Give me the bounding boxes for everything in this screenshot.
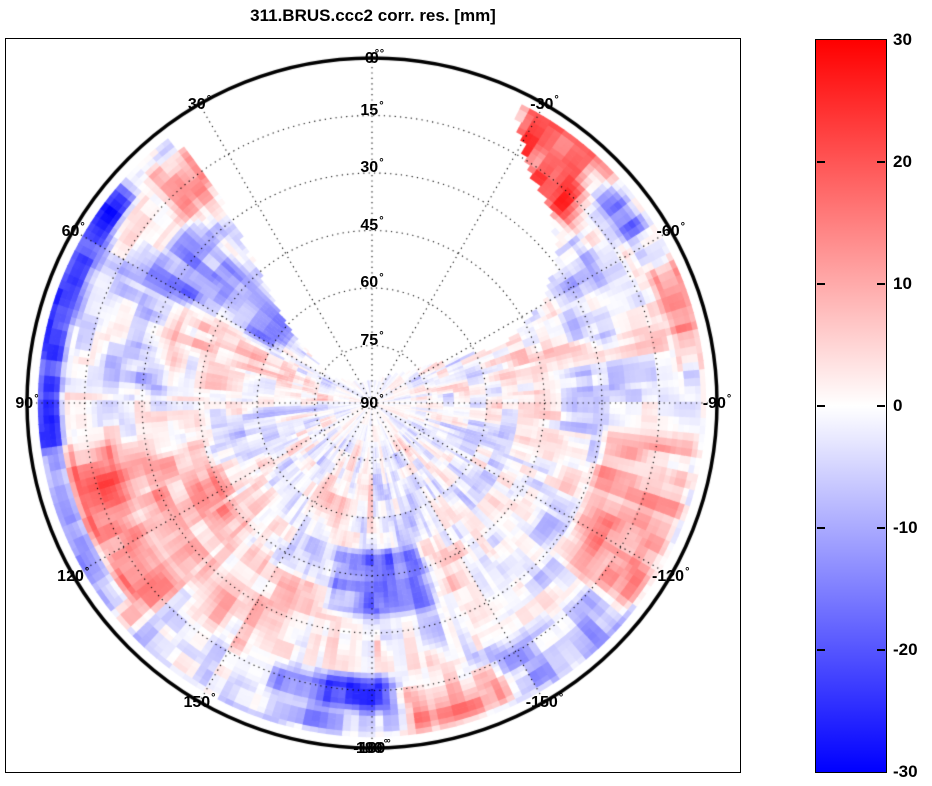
azimuth-label: -180° [353,739,390,757]
elevation-ring-label-value: 60 [360,274,379,291]
colorbar-tick-mark [877,405,885,407]
elevation-ring-label: 60° [360,273,383,291]
azimuth-label-value: 0 [364,50,374,67]
colorbar [815,39,887,773]
azimuth-label-value: -30 [530,96,554,114]
degree-symbol: ° [211,691,216,704]
elevation-ring-label: 45° [360,214,384,234]
azimuth-label-value: 0 [369,50,379,67]
colorbar-tick-label: 30 [893,30,912,49]
colorbar-tick-mark [877,649,885,651]
degree-symbol: ° [383,738,389,750]
degree-symbol: ° [386,738,391,750]
degree-symbol: ° [379,272,384,284]
azimuth-label-value: -90 [702,395,726,412]
azimuth-label: -60° [656,220,686,240]
degree-symbol: ° [379,393,384,405]
degree-symbol: ° [680,220,686,233]
colorbar-tick-mark [817,283,825,285]
azimuth-label-value: 150 [183,693,211,711]
degree-symbol: ° [554,94,559,107]
colorbar-tick-mark [817,405,825,407]
elevation-ring-label: 75° [360,329,384,349]
degree-symbol: ° [379,48,385,60]
azimuth-label-value: 180 [355,740,383,757]
degree-symbol: ° [34,393,39,405]
azimuth-label: 0° [370,49,384,67]
azimuth-label: 30° [188,95,211,113]
azimuth-label-value: -180 [353,740,386,757]
azimuth-label: 180° [356,739,388,757]
degree-symbol: ° [379,99,384,112]
skyplot-heatmap-canvas [6,39,740,772]
colorbar-tick-label: -10 [893,518,918,537]
colorbar-tick-label: -30 [893,762,918,781]
colorbar-tick-mark [817,161,825,163]
degree-symbol: ° [84,565,90,578]
azimuth-label-value: -60 [656,222,680,240]
azimuth-label-value: 120 [57,567,84,585]
elevation-ring-label-value: 45 [360,216,379,234]
azimuth-label: 0° [365,49,379,67]
azimuth-label: -120° [652,565,690,585]
azimuth-label-value: 90 [15,395,34,412]
elevation-ring-label: 30° [360,158,383,176]
azimuth-label: 120° [57,565,90,585]
elevation-ring-label-value: 15 [360,101,379,119]
azimuth-label-value: 30 [187,96,206,114]
azimuth-label: -30° [530,95,559,113]
degree-symbol: ° [379,329,384,342]
colorbar-tick-mark [817,527,825,529]
azimuth-label-value: 60 [61,222,80,240]
elevation-ring-label: 15° [360,99,384,119]
degree-symbol: ° [726,393,732,405]
colorbar-tick-label: 20 [893,152,912,171]
azimuth-label: -90° [703,394,732,412]
colorbar-tick-label: 10 [893,274,912,293]
colorbar-tick-mark [877,161,885,163]
skyplot-axes: 0° 0° 30° 60° 90° 120° 150° 180° -180° -150° -120°… [5,38,741,773]
degree-symbol: ° [685,565,690,578]
elevation-ring-label: 90° [360,394,383,412]
degree-symbol: ° [80,220,85,233]
degree-symbol: ° [206,94,212,107]
degree-symbol: ° [379,214,384,227]
colorbar-tick-mark [877,283,885,285]
colorbar-tick-label: -20 [893,640,918,659]
azimuth-label-value: -120 [652,567,685,585]
colorbar-tick-mark [817,649,825,651]
colorbar-tick-mark [877,527,885,529]
azimuth-label: 90° [15,394,38,412]
degree-symbol: ° [558,691,564,704]
plot-title: 311.BRUS.ccc2 corr. res. [mm] [250,6,496,25]
azimuth-label: 60° [61,220,85,240]
elevation-ring-label-value: 75 [360,331,379,349]
degree-symbol: ° [374,48,380,60]
azimuth-label: -150° [525,691,564,711]
azimuth-label-value: -150 [525,693,558,711]
degree-symbol: ° [379,157,384,169]
elevation-ring-label-value: 30 [360,159,379,176]
colorbar-tick-label: 0 [893,396,903,415]
elevation-ring-label-value: 90 [360,395,379,412]
azimuth-label: 150° [183,691,216,711]
